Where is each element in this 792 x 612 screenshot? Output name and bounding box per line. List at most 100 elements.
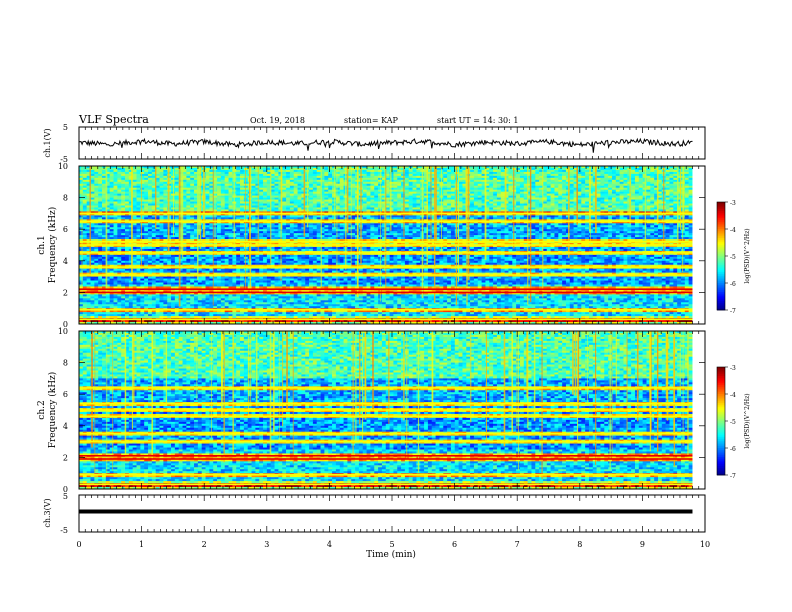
spectrogram-cell [413,168,417,170]
spectrogram-cell [623,172,627,174]
spectrogram-cell [627,186,631,188]
spectrogram-cell [608,184,612,186]
spectrogram-cell [443,178,447,180]
spectrogram-cell [286,174,290,176]
spectrogram-cell [374,186,378,188]
spectrogram-cell [547,190,551,192]
spectrogram-cell [144,178,148,180]
spectrogram-cell [133,184,137,186]
spectrogram-cell [600,176,604,178]
spectrogram-cell [673,178,677,180]
spectrogram-cell [140,180,144,182]
spectrogram-cell [148,178,152,180]
spectrogram-cell [669,170,673,172]
spectrogram-cell [332,188,336,190]
spectrogram-cell [363,188,367,190]
spectrogram-cell [271,190,275,192]
spectrogram-cell [294,178,298,180]
spectrogram-cell [363,172,367,174]
spectrogram-cell [386,174,390,176]
spectrogram-cell [336,190,340,192]
spectrogram-cell [631,190,635,192]
spectrogram-cell [620,182,624,184]
spectrogram-cell [470,172,474,174]
spectrogram-cell [409,180,413,182]
spectrogram-cell [121,186,125,188]
spectrogram-cell [367,178,371,180]
spectrogram-cell [163,182,167,184]
spectrogram-cell [478,170,482,172]
spectrogram-cell [413,180,417,182]
spectrogram-cell [240,184,244,186]
spectrogram-cell [689,182,693,184]
spectrogram-cell [252,184,256,186]
spectrogram-cell [271,176,275,178]
spectrogram-cell [148,172,152,174]
spectrogram-cell [616,188,620,190]
spectrogram-cell [401,184,405,186]
spectrogram-cell [378,168,382,170]
spectrogram-cell [631,180,635,182]
spectrogram-cell [225,182,229,184]
spectrogram-cell [497,186,501,188]
spectrogram-cell [570,182,574,184]
spectrogram-cell [543,190,547,192]
spectrogram-cell [386,176,390,178]
spectrogram-cell [244,186,248,188]
spectrogram-cell [597,182,601,184]
spectrogram-cell [91,182,95,184]
spectrogram-cell [94,172,98,174]
spectrogram-cell [148,168,152,170]
spectrogram-cell [94,178,98,180]
spectrogram-cell [117,186,121,188]
spectrogram-cell [363,182,367,184]
spectrogram-cell [666,174,670,176]
spectrogram-cell [171,178,175,180]
spectrogram-cell [206,176,210,178]
spectrogram-cell [558,170,562,172]
spectrogram-cell [516,182,520,184]
spectrogram-cell [409,170,413,172]
spectrogram-cell [612,178,616,180]
spectrogram-cell [340,170,344,172]
spectrogram-cell [585,178,589,180]
spectrogram-cell [206,184,210,186]
spectrogram-cell [612,184,616,186]
spectrogram-cell [409,188,413,190]
spectrogram-cell [332,170,336,172]
spectrogram-cell [623,180,627,182]
spectrogram-cell [83,178,87,180]
spectrogram-cell [160,182,164,184]
spectrogram-cell [620,174,624,176]
spectrogram-cell [666,172,670,174]
spectrogram-cell [570,188,574,190]
spectrogram-cell [635,178,639,180]
spectrogram-cell [608,178,612,180]
spectrogram-cell [374,188,378,190]
spectrogram-cell [443,172,447,174]
ch1-spectrogram [79,166,705,324]
spectrogram-cell [631,168,635,170]
spectrogram-cell [639,178,643,180]
spectrogram-cell [313,178,317,180]
spectrogram-cell [79,170,83,172]
spectrogram-cell [451,172,455,174]
spectrogram-cell [650,178,654,180]
spectrogram-cell [501,168,505,170]
spectrogram-cell [259,174,263,176]
spectrogram-cell [252,178,256,180]
spectrogram-cell [397,182,401,184]
spectrogram-cell [298,172,302,174]
spectrogram-cell [524,176,528,178]
spectrogram-cell [313,188,317,190]
spectrogram-cell [685,172,689,174]
spectrogram-cell [658,180,662,182]
spectrogram-cell [547,188,551,190]
spectrogram-cell [98,174,102,176]
spectrogram-cell [328,190,332,192]
spectrogram-cell [413,174,417,176]
spectrogram-cell [409,172,413,174]
spectrogram-cell [616,178,620,180]
spectrogram-cell [298,174,302,176]
spectrogram-cell [669,186,673,188]
